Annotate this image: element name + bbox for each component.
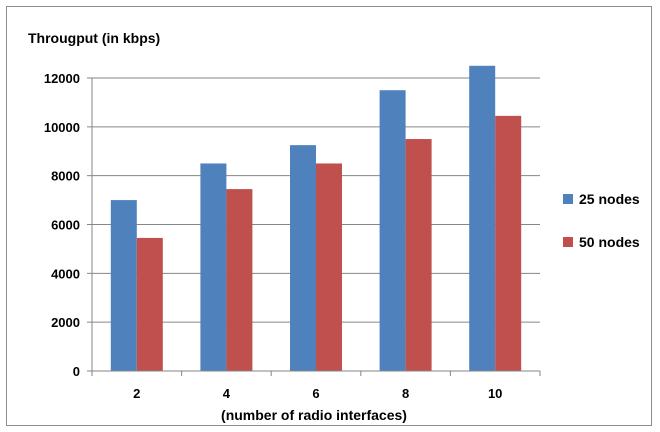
x-tick-label: 2 (133, 386, 140, 401)
y-tick-labels: 0 2000 4000 6000 8000 10000 12000 (44, 71, 80, 379)
bars (110, 65, 522, 372)
bar-50-nodes-10 (495, 115, 522, 372)
y-tick-label: 12000 (44, 71, 80, 86)
legend-label: 50 nodes (579, 234, 640, 250)
bar-50-nodes-6 (316, 163, 342, 371)
bar-50-nodes-2 (136, 237, 163, 371)
y-axis-label: Througput (in kbps) (28, 30, 160, 46)
bar-25-nodes-8 (379, 90, 406, 371)
y-tick-label: 2000 (51, 315, 80, 330)
bar-25-nodes-10 (469, 65, 496, 372)
x-axis-label: (number of radio interfaces) (221, 407, 407, 423)
gridlines (92, 77, 540, 323)
bar-50-nodes-8 (405, 139, 432, 371)
y-tick-label: 6000 (51, 218, 80, 233)
legend: 25 nodes 50 nodes (563, 191, 640, 250)
y-tick-label: 4000 (51, 266, 80, 281)
legend-swatch (563, 237, 573, 247)
x-tick-label: 8 (402, 386, 409, 401)
x-tick-label: 10 (488, 386, 502, 401)
x-tick-label: 6 (312, 386, 319, 401)
x-tick-label: 4 (223, 386, 231, 401)
axes (87, 77, 541, 376)
bar-50-nodes-4 (226, 189, 253, 371)
bar-25-nodes-2 (110, 200, 137, 371)
x-tick-labels: 2 4 6 8 10 (133, 386, 502, 401)
bar-25-nodes-6 (290, 145, 316, 371)
y-tick-label: 0 (73, 364, 80, 379)
legend-label: 25 nodes (579, 191, 640, 207)
legend-swatch (563, 194, 573, 204)
bar-25-nodes-4 (200, 163, 227, 371)
y-tick-label: 10000 (44, 120, 80, 135)
y-tick-label: 8000 (51, 169, 80, 184)
